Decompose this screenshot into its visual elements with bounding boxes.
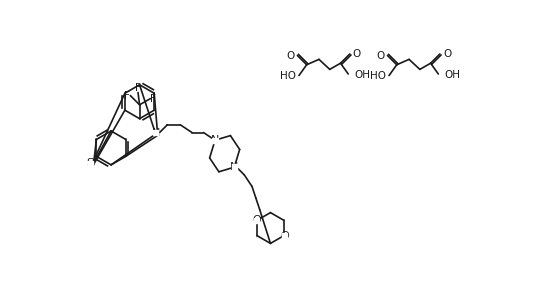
Text: O: O [280, 231, 289, 241]
Bar [87, 161, 93, 166]
Text: OH: OH [354, 70, 370, 80]
Text: O: O [252, 215, 261, 225]
Bar [232, 164, 237, 170]
Bar [212, 138, 218, 143]
Text: F: F [125, 91, 130, 100]
Bar [254, 218, 259, 223]
Bar [153, 130, 158, 135]
Text: HO: HO [280, 71, 296, 81]
Text: F: F [135, 83, 141, 93]
Text: N: N [151, 128, 160, 138]
Bar [282, 233, 287, 238]
Text: O: O [376, 51, 384, 61]
Text: HO: HO [370, 71, 386, 81]
Text: O: O [443, 49, 451, 59]
Text: F: F [150, 94, 156, 104]
Text: OH: OH [445, 70, 460, 80]
Text: N: N [211, 135, 219, 145]
Text: S: S [87, 158, 94, 168]
Text: O: O [286, 51, 294, 61]
Text: N: N [230, 162, 238, 172]
Text: O: O [353, 49, 361, 59]
